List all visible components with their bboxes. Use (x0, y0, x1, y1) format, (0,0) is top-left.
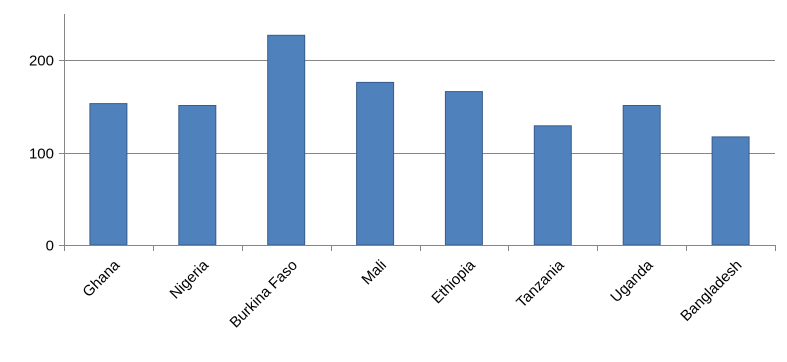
bar-bangladesh (711, 136, 750, 246)
axes (59, 14, 776, 251)
x-category-label: Ethiopia (428, 256, 479, 307)
bar-tanzania (533, 125, 572, 246)
bar-mali (356, 81, 395, 246)
bar-ghana (89, 103, 128, 246)
bar-nigeria (178, 105, 217, 246)
y-tick-label: 200 (29, 53, 54, 70)
bar-ethiopia (444, 91, 483, 246)
x-category-label: Tanzania (513, 256, 568, 311)
x-category-label: Mali (358, 257, 389, 288)
x-category-label: Bangladesh (677, 257, 745, 325)
x-category-labels: Ghana Nigeria Burkina Faso Mali Ethiopia Tanz… (79, 256, 745, 331)
x-category-label: Uganda (607, 256, 657, 306)
bar-uganda (622, 105, 661, 246)
y-tick-labels: 0 100 200 (29, 53, 54, 255)
bars (89, 34, 750, 246)
y-tick-label: 100 (29, 146, 54, 163)
x-category-label: Nigeria (167, 256, 213, 302)
y-tick-label: 0 (46, 238, 54, 255)
gridlines (64, 60, 775, 154)
bar-burkina-faso (267, 34, 306, 246)
x-category-label: Ghana (79, 256, 123, 300)
x-category-label: Burkina Faso (227, 257, 302, 332)
